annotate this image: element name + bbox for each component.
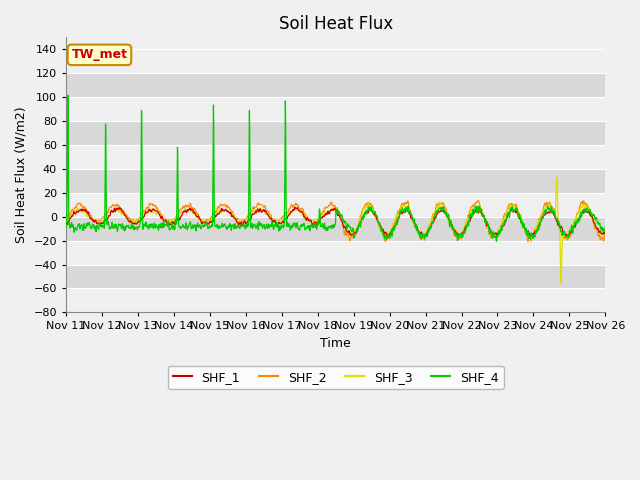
Bar <box>66 264 605 288</box>
Y-axis label: Soil Heat Flux (W/m2): Soil Heat Flux (W/m2) <box>15 107 28 243</box>
Bar <box>66 193 605 216</box>
Bar <box>66 169 605 193</box>
X-axis label: Time: Time <box>321 337 351 350</box>
Bar <box>66 145 605 169</box>
Bar <box>66 97 605 121</box>
Title: Soil Heat Flux: Soil Heat Flux <box>278 15 393 33</box>
Bar <box>66 121 605 145</box>
Legend: SHF_1, SHF_2, SHF_3, SHF_4: SHF_1, SHF_2, SHF_3, SHF_4 <box>168 366 504 389</box>
Bar <box>66 49 605 73</box>
Bar <box>66 216 605 240</box>
Text: TW_met: TW_met <box>72 48 127 61</box>
Bar <box>66 73 605 97</box>
Bar <box>66 240 605 264</box>
Bar <box>66 288 605 312</box>
